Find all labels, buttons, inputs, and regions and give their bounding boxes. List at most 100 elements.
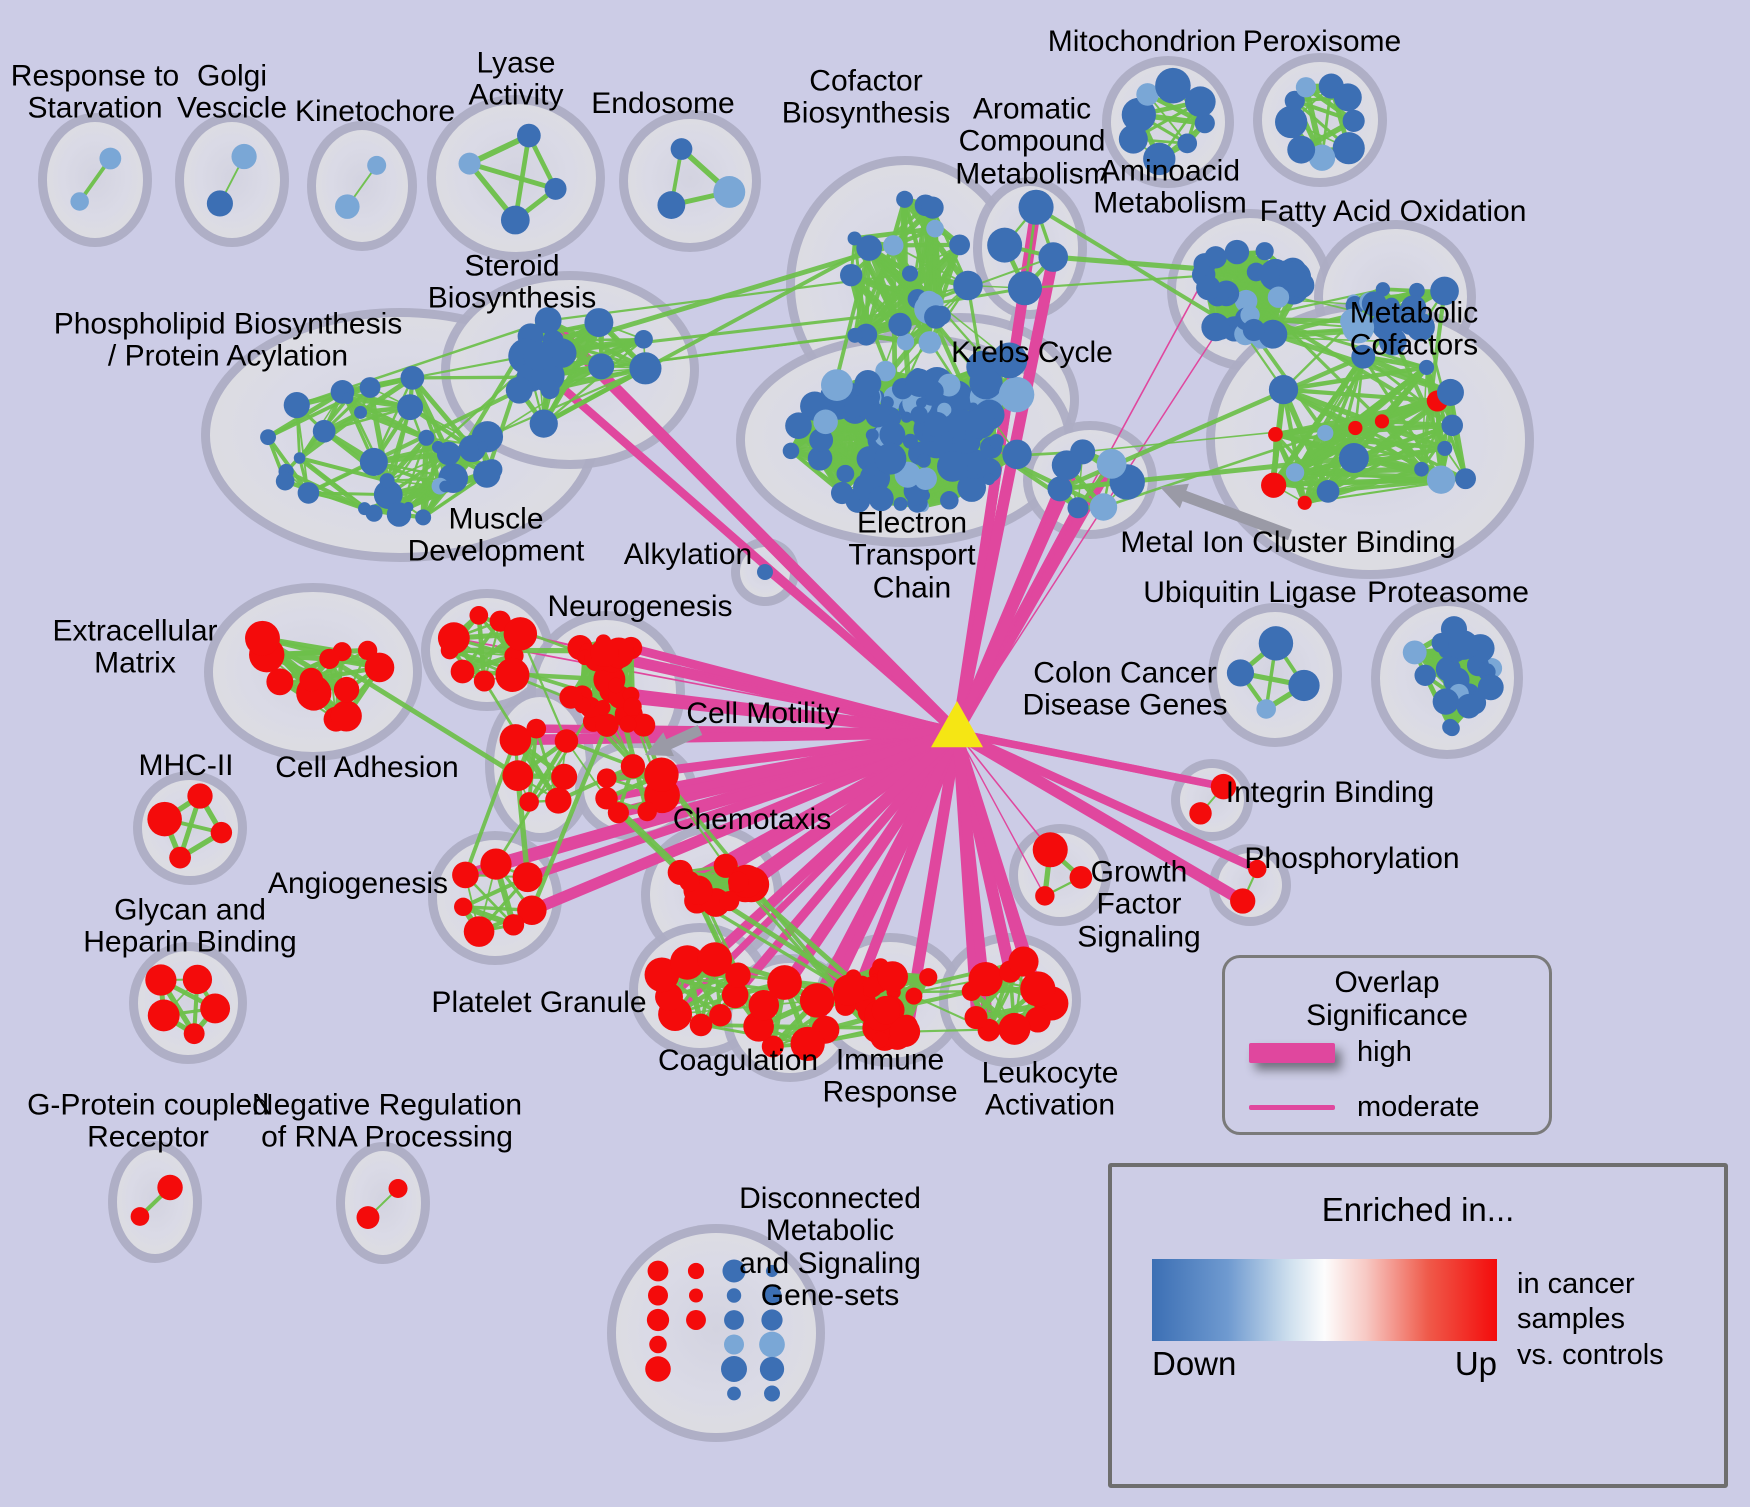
gene-set-node bbox=[1256, 699, 1276, 719]
gene-set-node bbox=[1317, 424, 1334, 442]
gene-set-node bbox=[721, 981, 749, 1009]
edge-similarity-inter bbox=[306, 388, 522, 495]
gene-set-node bbox=[991, 342, 1028, 379]
gene-set-node bbox=[458, 152, 481, 175]
gene-set-node bbox=[373, 480, 403, 510]
gene-set-node bbox=[1002, 439, 1032, 470]
gene-set-node bbox=[620, 754, 646, 779]
gene-set-node bbox=[1379, 327, 1407, 356]
gene-set-node bbox=[260, 429, 276, 446]
gene-set-node bbox=[670, 945, 705, 980]
high-significance-swatch bbox=[1249, 1042, 1335, 1063]
edge-similarity-inter bbox=[515, 772, 531, 880]
gene-set-node bbox=[480, 848, 512, 880]
gene-set-node bbox=[1261, 472, 1287, 498]
gene-set-node bbox=[799, 983, 835, 1018]
edge-similarity-inter bbox=[326, 656, 521, 779]
gene-set-node bbox=[1246, 262, 1266, 282]
gene-set-node bbox=[809, 428, 834, 453]
gene-set-node bbox=[883, 235, 904, 256]
gene-set-node bbox=[588, 353, 615, 380]
gene-set-node bbox=[397, 394, 424, 421]
edge-similarity bbox=[283, 479, 367, 511]
gene-set-node bbox=[757, 564, 773, 580]
gene-set-node bbox=[210, 821, 233, 844]
gene-set-node bbox=[245, 620, 280, 656]
gene-set-node bbox=[1402, 640, 1427, 665]
gene-set-node bbox=[940, 490, 959, 510]
gene-set-node bbox=[836, 464, 855, 483]
gene-set-node bbox=[1018, 189, 1054, 225]
edge-similarity bbox=[1293, 471, 1443, 481]
gene-set-node bbox=[546, 338, 577, 368]
gene-set-node bbox=[1456, 693, 1482, 719]
gene-set-node bbox=[785, 412, 812, 440]
gene-set-node bbox=[637, 801, 657, 822]
gene-set-node bbox=[767, 965, 802, 1000]
edge-similarity bbox=[1326, 423, 1455, 494]
colorbar-label-up: Up bbox=[1454, 1345, 1497, 1382]
gene-set-node bbox=[726, 1288, 742, 1303]
gene-set-node bbox=[458, 434, 486, 463]
gene-set-node bbox=[1189, 802, 1212, 825]
gene-set-node bbox=[312, 419, 336, 443]
gene-set-node bbox=[1338, 443, 1369, 473]
gene-set-node bbox=[1316, 479, 1340, 503]
edge-similarity-inter bbox=[1419, 288, 1447, 472]
colorbar-tick-labels: Down Up bbox=[1152, 1345, 1497, 1383]
gene-set-node bbox=[821, 369, 853, 401]
gene-set-node bbox=[629, 352, 662, 385]
gene-set-node bbox=[865, 403, 890, 428]
gene-set-node bbox=[713, 853, 738, 878]
hub-edge-high bbox=[542, 314, 963, 739]
gene-set-node bbox=[830, 481, 854, 505]
gene-set-node bbox=[722, 1259, 746, 1283]
edge-similarity-inter bbox=[519, 632, 568, 743]
gene-set-node bbox=[1374, 414, 1390, 429]
gene-set-node bbox=[1194, 113, 1215, 134]
gene-set-node bbox=[721, 1356, 747, 1382]
gene-set-node bbox=[759, 1356, 785, 1382]
hub-edge-high bbox=[461, 728, 962, 880]
gene-set-node bbox=[454, 897, 473, 917]
gene-set-node bbox=[1024, 1006, 1051, 1033]
gene-set-node bbox=[554, 729, 579, 753]
edge-similarity bbox=[345, 396, 429, 440]
gene-set-node bbox=[1121, 97, 1156, 132]
gene-set-node bbox=[1210, 773, 1237, 800]
gene-set-node bbox=[875, 360, 896, 382]
gene-set-node bbox=[914, 467, 937, 491]
gene-set-node bbox=[1258, 626, 1294, 661]
gene-set-node bbox=[679, 871, 700, 892]
gene-set-node bbox=[182, 964, 213, 995]
gene-set-node bbox=[910, 405, 928, 424]
gene-set-node bbox=[724, 1334, 744, 1355]
gene-set-node bbox=[503, 617, 538, 651]
gene-set-node bbox=[1431, 632, 1452, 653]
edge-similarity bbox=[467, 161, 559, 192]
gene-set-node bbox=[1442, 718, 1459, 735]
gene-set-node bbox=[1351, 344, 1376, 369]
gene-set-node bbox=[1255, 242, 1274, 261]
gene-set-node bbox=[1308, 144, 1336, 171]
gene-set-node bbox=[1340, 308, 1366, 334]
gene-set-node bbox=[969, 366, 1003, 400]
gene-set-node bbox=[157, 1174, 183, 1201]
edge-similarity-inter bbox=[877, 341, 931, 397]
gene-set-node bbox=[99, 147, 122, 170]
gene-set-node bbox=[1268, 427, 1283, 442]
gene-set-node bbox=[1096, 449, 1127, 479]
edge-similarity-inter bbox=[1081, 420, 1383, 453]
gene-set-node bbox=[206, 190, 233, 217]
gene-set-node bbox=[790, 1026, 825, 1062]
gene-set-node bbox=[473, 460, 501, 488]
gene-set-node bbox=[1184, 86, 1216, 118]
gene-set-node bbox=[998, 1012, 1031, 1045]
gene-set-node bbox=[686, 1310, 706, 1330]
gene-set-node bbox=[1373, 309, 1396, 332]
gene-set-node bbox=[964, 1006, 988, 1030]
edge-similarity bbox=[526, 738, 569, 805]
gene-set-node bbox=[765, 1264, 779, 1278]
gene-set-node bbox=[502, 914, 525, 936]
gene-set-node bbox=[386, 502, 412, 527]
